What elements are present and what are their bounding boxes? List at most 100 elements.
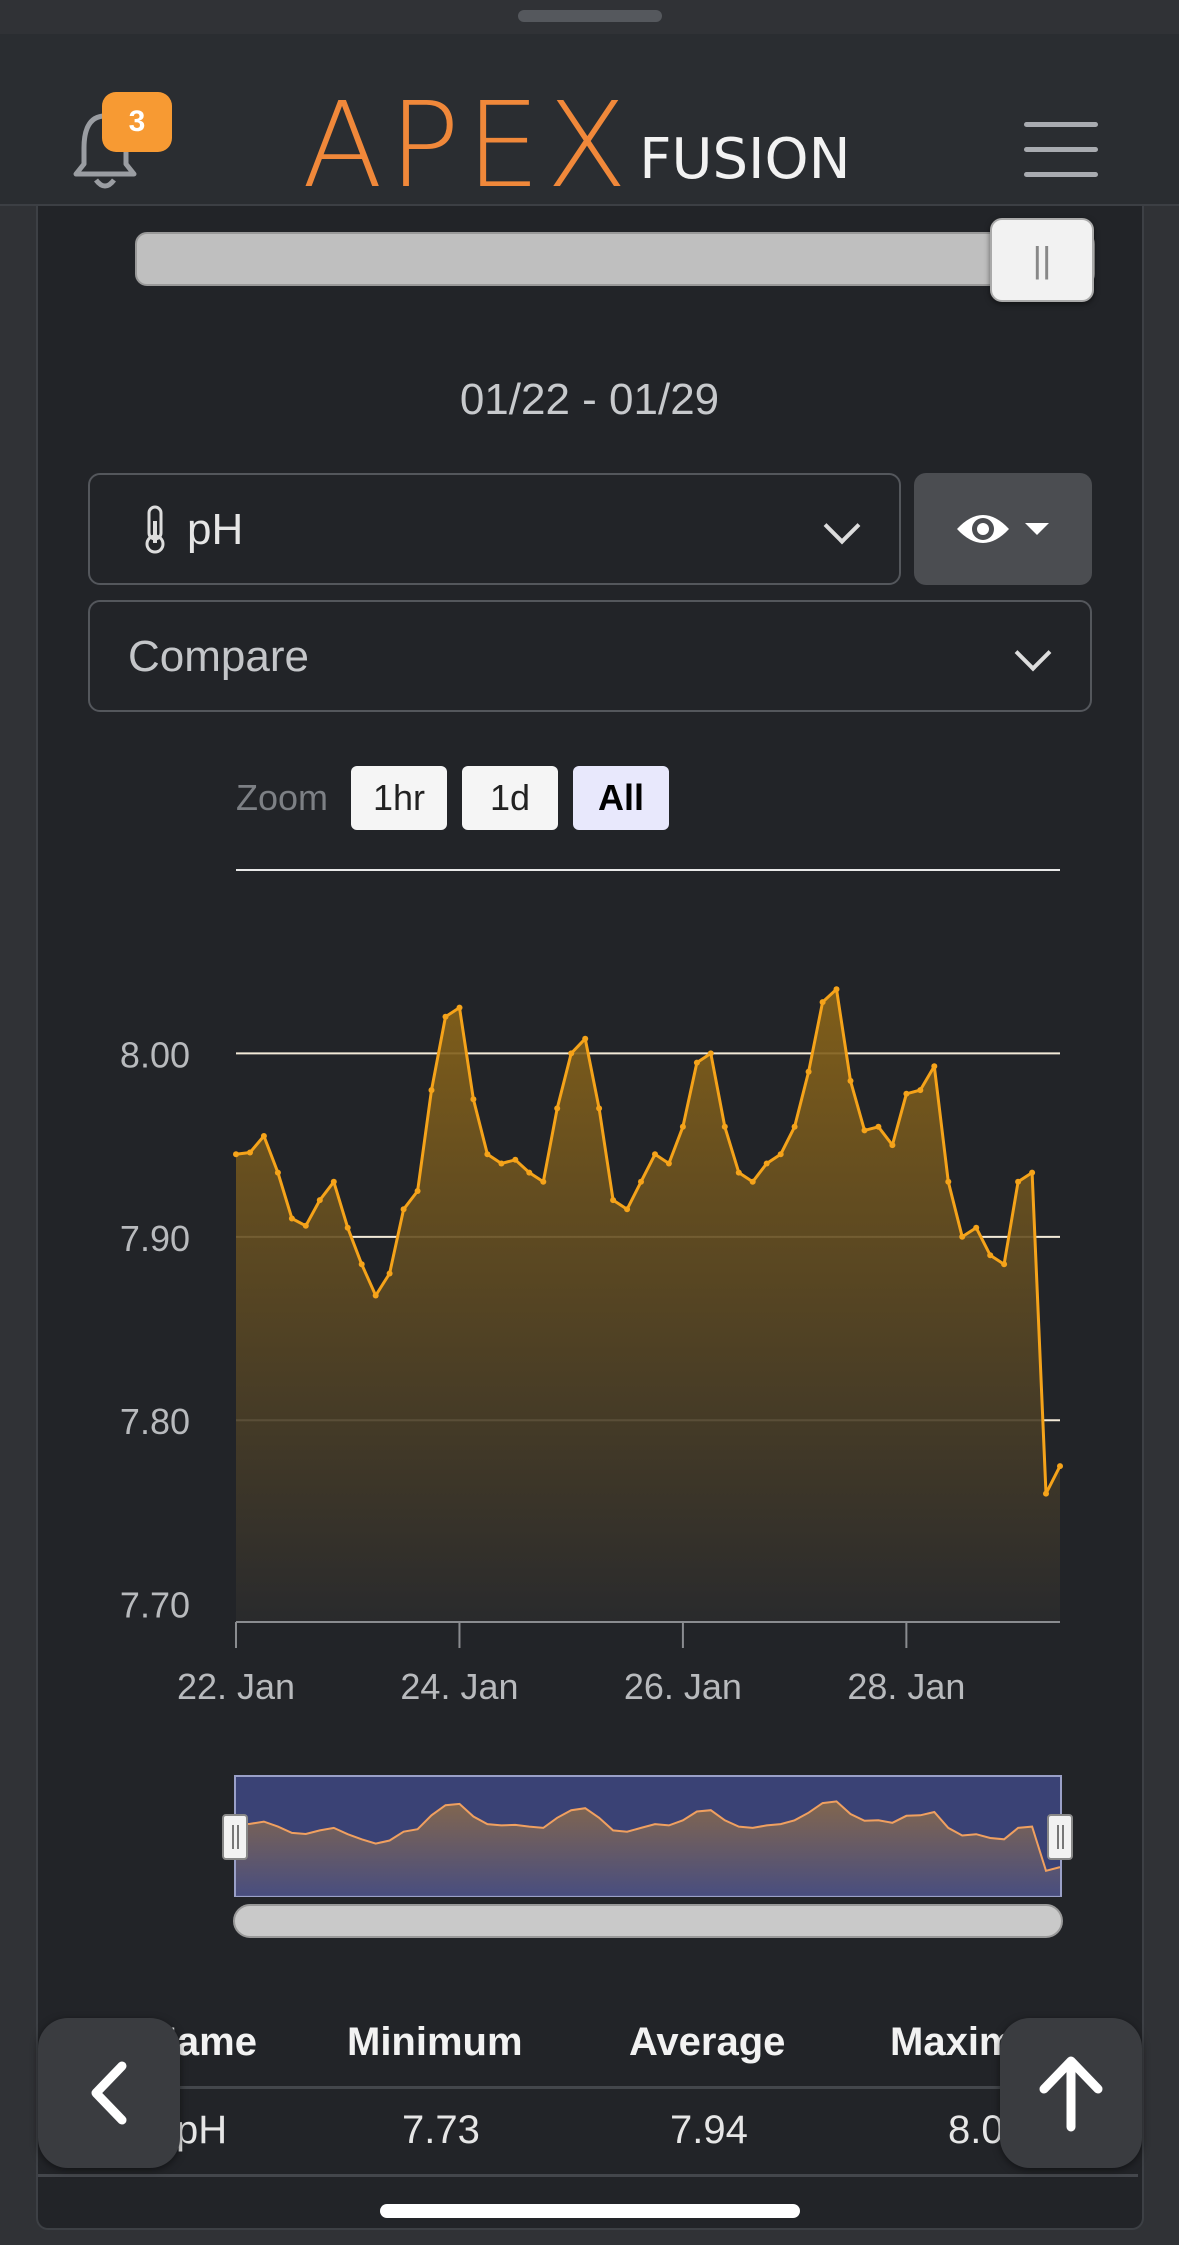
zoom-all-button[interactable]: All [573, 766, 669, 830]
compare-select[interactable]: Compare [88, 600, 1092, 712]
data-point[interactable] [987, 1252, 994, 1259]
ph-chart[interactable]: 7.70 7.80 7.90 8.00 22. Jan 24. Jan 26. Jan 28… [0, 840, 1179, 1720]
date-slider-handle[interactable]: || [990, 218, 1094, 302]
x-tick-label: 26. Jan [624, 1666, 742, 1707]
data-point[interactable] [735, 1169, 742, 1176]
cell-maximum: 8.0 [948, 2108, 1004, 2152]
scroll-top-button[interactable] [1000, 2018, 1142, 2168]
data-point[interactable] [456, 1004, 463, 1011]
data-point[interactable] [302, 1222, 309, 1229]
data-point[interactable] [917, 1087, 924, 1094]
chevron-down-icon [1014, 634, 1052, 672]
data-point[interactable] [288, 1215, 295, 1222]
notification-badge[interactable]: 3 [102, 92, 172, 152]
data-point[interactable] [274, 1169, 281, 1176]
data-point[interactable] [260, 1133, 267, 1139]
data-point[interactable] [652, 1151, 658, 1158]
data-point[interactable] [721, 1123, 728, 1130]
data-point[interactable] [777, 1151, 784, 1158]
data-point[interactable] [945, 1178, 952, 1185]
data-point[interactable] [707, 1050, 714, 1057]
data-point[interactable] [1029, 1169, 1036, 1176]
zoom-1d-button[interactable]: 1d [462, 766, 558, 830]
data-point[interactable] [819, 999, 826, 1006]
data-point[interactable] [889, 1142, 896, 1149]
app-header: 3 APEX FUSION [0, 34, 1179, 206]
data-point[interactable] [861, 1127, 868, 1134]
data-point[interactable] [624, 1206, 631, 1213]
data-point[interactable] [847, 1077, 854, 1084]
data-point[interactable] [442, 1013, 449, 1020]
data-point[interactable] [763, 1160, 770, 1167]
data-point[interactable] [344, 1224, 351, 1231]
data-point[interactable] [931, 1063, 938, 1070]
data-point[interactable] [428, 1087, 435, 1094]
table-bottom-divider [38, 2174, 1138, 2177]
data-point[interactable] [582, 1035, 589, 1042]
chevron-left-icon [91, 2061, 127, 2125]
data-point[interactable] [1043, 1490, 1049, 1497]
data-point[interactable] [791, 1123, 798, 1130]
data-point[interactable] [638, 1178, 644, 1185]
caret-down-icon [1025, 523, 1049, 535]
y-tick-label: 7.80 [120, 1401, 190, 1442]
data-point[interactable] [875, 1123, 882, 1130]
data-point[interactable] [693, 1059, 700, 1066]
data-point[interactable] [973, 1224, 980, 1231]
data-point[interactable] [833, 986, 840, 993]
y-tick-label: 7.90 [120, 1218, 190, 1259]
data-point[interactable] [665, 1160, 672, 1167]
data-point[interactable] [330, 1178, 337, 1185]
x-tick-label: 24. Jan [400, 1666, 518, 1707]
data-point[interactable] [358, 1261, 365, 1268]
table-header-divider [38, 2086, 1138, 2089]
data-point[interactable] [386, 1270, 393, 1277]
data-point[interactable] [247, 1149, 253, 1156]
data-point[interactable] [749, 1178, 756, 1185]
data-point[interactable] [233, 1151, 239, 1158]
chart-navigator[interactable] [0, 1770, 1179, 1900]
logo-secondary: FUSION [639, 127, 851, 192]
data-point[interactable] [1015, 1178, 1022, 1185]
data-point[interactable] [512, 1156, 519, 1163]
data-point[interactable] [400, 1206, 407, 1213]
data-point[interactable] [316, 1197, 323, 1204]
data-point[interactable] [679, 1123, 686, 1130]
cell-average: 7.94 [670, 2108, 748, 2152]
data-point[interactable] [596, 1105, 603, 1112]
date-slider-track[interactable] [135, 232, 1095, 286]
hamburger-menu-icon[interactable] [1024, 122, 1098, 182]
data-point[interactable] [484, 1151, 491, 1158]
data-point[interactable] [526, 1169, 533, 1176]
arrow-up-icon [1039, 2056, 1103, 2132]
navigator-right-handle[interactable] [1047, 1814, 1073, 1860]
data-point[interactable] [414, 1188, 421, 1194]
y-tick-label: 7.70 [120, 1585, 190, 1626]
data-point[interactable] [568, 1050, 575, 1057]
series-area [236, 989, 1060, 1622]
series-line [235, 987, 1062, 1496]
sheet-grabber [518, 10, 662, 22]
probe-select[interactable]: pH [88, 473, 901, 585]
data-point[interactable] [554, 1105, 561, 1112]
home-indicator [380, 2204, 800, 2218]
y-tick-label: 8.00 [120, 1034, 190, 1075]
navigator-left-handle[interactable] [222, 1814, 248, 1860]
visibility-toggle-button[interactable] [914, 473, 1092, 585]
data-point[interactable] [470, 1096, 477, 1103]
zoom-1hr-button[interactable]: 1hr [351, 766, 447, 830]
chevron-down-icon [823, 507, 861, 545]
data-point[interactable] [372, 1292, 379, 1299]
data-point[interactable] [805, 1068, 812, 1075]
data-point[interactable] [903, 1090, 910, 1097]
back-button[interactable] [38, 2018, 180, 2168]
data-point[interactable] [959, 1233, 966, 1240]
data-point[interactable] [540, 1178, 547, 1185]
date-range-label: 01/22 - 01/29 [459, 375, 720, 424]
data-point[interactable] [498, 1160, 505, 1167]
data-point[interactable] [1057, 1463, 1063, 1470]
data-point[interactable] [1001, 1261, 1008, 1268]
eye-icon [957, 515, 1009, 543]
data-point[interactable] [610, 1197, 617, 1204]
navigator-scrollbar[interactable] [233, 1904, 1063, 1938]
